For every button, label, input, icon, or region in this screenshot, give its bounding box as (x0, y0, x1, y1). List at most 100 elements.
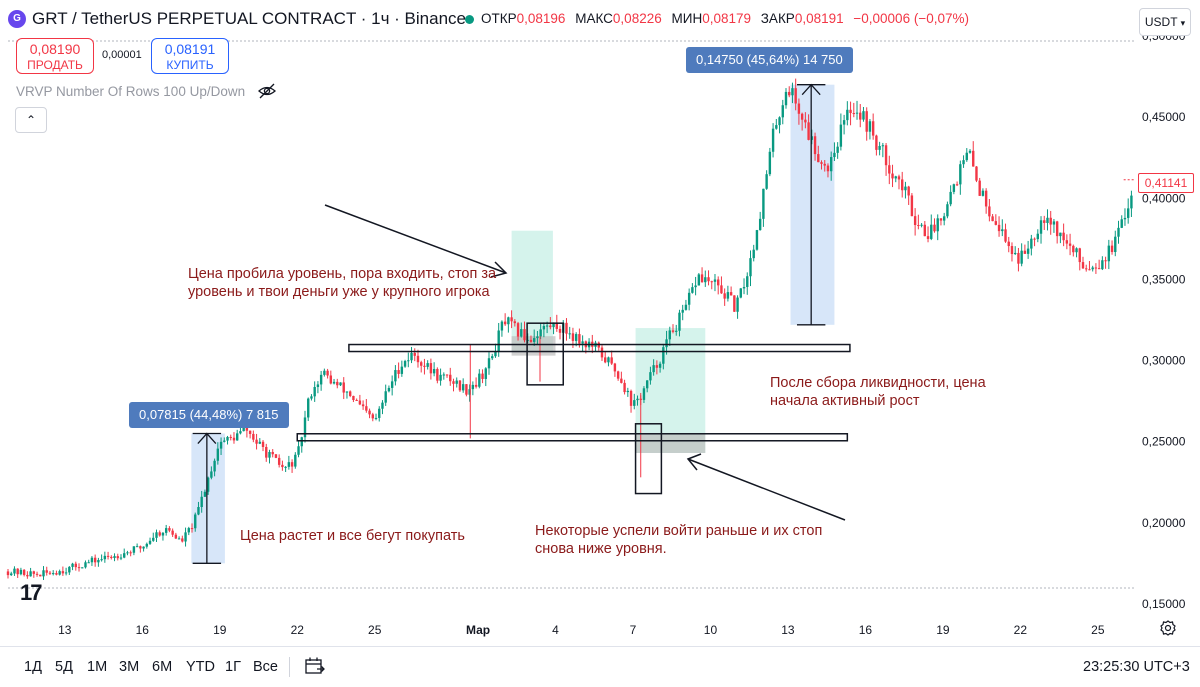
arrow-up-icon (801, 83, 821, 96)
candle-body (1107, 245, 1111, 262)
candle-body (255, 439, 258, 444)
candle-body (123, 553, 126, 558)
collapse-legend-button[interactable]: ⌃ (15, 107, 47, 133)
candle-body (197, 507, 200, 515)
candle-body (942, 216, 946, 221)
candle-body (132, 546, 136, 553)
candle-body (1097, 268, 1101, 270)
level-rectangle (348, 343, 851, 353)
candle-body (788, 91, 791, 96)
candle-body (859, 112, 862, 120)
candle-body (358, 400, 362, 405)
timeframe-ytd[interactable]: YTD (186, 659, 215, 675)
candle-body (565, 322, 568, 334)
timeframe-3m[interactable]: 3М (119, 659, 140, 675)
buy-button[interactable]: 0,08191 КУПИТЬ (151, 38, 229, 74)
indicator-label[interactable]: VRVP Number Of Rows 100 Up/Down (16, 84, 246, 99)
candle-body (265, 446, 268, 458)
timeframe-5d[interactable]: 5Д (55, 659, 73, 675)
calendar-range-icon[interactable] (304, 656, 326, 676)
candle-body (1055, 221, 1059, 237)
candle-body (368, 410, 371, 415)
clock-display[interactable]: 23:25:30 UTC+3 (1083, 659, 1190, 675)
price-chart[interactable]: 0,500000,450000,400000,350000,300000,250… (0, 0, 1200, 646)
candle-body (823, 163, 826, 166)
annotation-breakout: Цена пробила уровень, пора входить, стоп… (188, 266, 497, 300)
sell-price: 0,08190 (29, 41, 81, 57)
candle-body (407, 360, 410, 362)
timeframe-1m[interactable]: 1М (87, 659, 108, 675)
candle-body (984, 190, 988, 207)
candle-body (991, 216, 994, 222)
candle-body (1017, 252, 1020, 264)
candle-body (319, 374, 323, 385)
x-tick-label: 25 (1091, 623, 1105, 637)
tradingview-logo[interactable]: 17 (20, 580, 43, 605)
candle-body (871, 121, 875, 136)
candle-body (116, 556, 119, 559)
currency-select[interactable]: USDT ▾ (1139, 8, 1191, 36)
candle-body (720, 285, 723, 294)
candle-body (881, 145, 885, 147)
candle-body (820, 162, 823, 164)
candle-body (678, 312, 681, 331)
candle-body (449, 374, 452, 382)
candle-body (539, 329, 542, 337)
timeframe-all[interactable]: Все (253, 659, 278, 675)
candle-body (875, 135, 878, 150)
candle-body (303, 417, 307, 438)
candle-body (846, 109, 849, 121)
candle-body (662, 347, 665, 364)
close-label: ЗАКР (760, 11, 795, 26)
stop-box (634, 423, 663, 495)
candle-body (203, 491, 207, 497)
candle-body (487, 358, 491, 369)
candle-body (258, 441, 262, 444)
candle-body (313, 387, 316, 397)
highlight-zone (790, 84, 835, 325)
candle-body (394, 370, 397, 382)
candle-body (839, 124, 843, 147)
candle-body (90, 557, 94, 563)
y-tick-label: 0,30000 (1142, 354, 1186, 368)
candle-body (613, 363, 617, 372)
timeframe-1d[interactable]: 1Д (24, 659, 42, 675)
candle-body (655, 365, 659, 368)
pointer-arrow (324, 204, 507, 274)
candle-body (135, 546, 139, 548)
candle-body (200, 496, 203, 508)
graph-token-icon[interactable]: G (8, 10, 26, 28)
sell-button[interactable]: 0,08190 ПРОДАТЬ (16, 38, 94, 74)
candle-body (1091, 267, 1094, 270)
candle-body (920, 224, 923, 226)
candle-body (10, 573, 13, 576)
close-value: 0,08191 (794, 11, 844, 26)
x-tick-label: 22 (291, 623, 305, 637)
candle-body (742, 286, 746, 289)
open-value: 0,08196 (516, 11, 566, 26)
candle-body (717, 279, 720, 286)
eye-hidden-icon[interactable] (258, 83, 276, 99)
candle-body (549, 325, 552, 328)
candle-body (465, 384, 468, 395)
candle-body (242, 426, 245, 432)
candle-body (826, 165, 830, 172)
timeframe-1y[interactable]: 1Г (225, 659, 241, 675)
candle-body (536, 336, 539, 339)
candle-body (700, 274, 704, 283)
candle-body (445, 374, 449, 376)
candle-body (926, 236, 930, 239)
sell-label: ПРОДАТЬ (27, 58, 83, 72)
symbol-title[interactable]: GRT / TetherUS PERPETUAL CONTRACT · 1ч ·… (32, 9, 466, 28)
candle-body (229, 436, 232, 438)
candle-body (1088, 269, 1091, 271)
timeframe-6m[interactable]: 6М (152, 659, 173, 675)
candle-body (1123, 217, 1127, 220)
candle-body (42, 570, 45, 577)
gear-icon[interactable] (1159, 619, 1177, 637)
candle-body (152, 537, 155, 541)
liquidity-zone (511, 336, 556, 356)
candle-body (532, 338, 536, 342)
candle-body (975, 166, 978, 181)
candle-body (936, 218, 939, 232)
